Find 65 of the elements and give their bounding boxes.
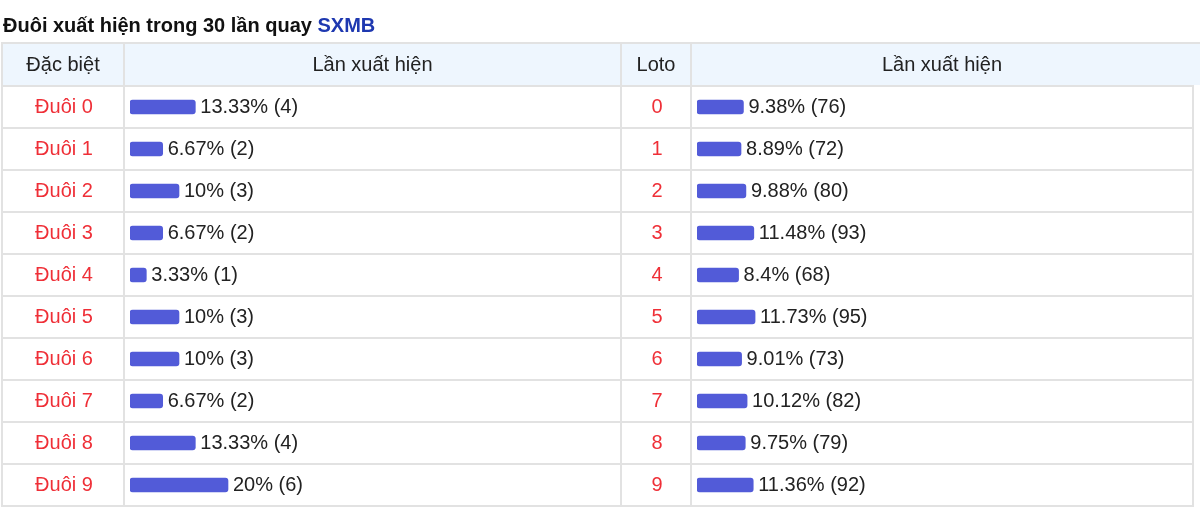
bar [130,393,164,409]
bar [130,309,180,325]
bar [697,99,744,115]
y-tick-label: 0 [651,94,663,117]
y-tick-label: Đuôi 6 [35,346,93,369]
bar [697,393,748,409]
bar [130,225,164,241]
data-label: 9.01% (73) [746,346,845,369]
x-axis-title: Lần xuất hiện [881,53,1003,76]
data-label: 6.67% (2) [167,388,255,411]
y-tick-label: Đuôi 7 [35,388,93,411]
y-axis-title: Đặc biệt [26,53,100,76]
y-tick-label: 8 [651,430,663,453]
y-tick-label: 2 [651,178,663,201]
bar [697,309,756,325]
y-tick-label: Đuôi 4 [35,262,93,285]
bar [130,351,180,367]
bar [130,141,164,157]
data-label: 11.36% (92) [758,472,866,495]
bar [130,435,196,451]
y-tick-label: 5 [651,304,663,327]
data-label: 20% (6) [233,472,304,495]
bar [697,225,755,241]
y-axis-title: Loto [636,53,676,76]
data-label: 13.33% (4) [200,430,299,453]
y-tick-label: Đuôi 5 [35,304,93,327]
y-tick-label: Đuôi 3 [35,220,93,243]
data-label: 8.89% (72) [746,136,844,159]
y-tick-label: Đuôi 0 [35,94,93,117]
chart-title: Đuôi xuất hiện trong 30 lần quay SXMB [3,14,376,36]
bar [130,267,147,283]
y-tick-label: Đuôi 1 [35,136,93,159]
data-label: 10.12% (82) [752,388,862,411]
x-axis-title: Lần xuất hiện [312,53,433,76]
y-tick-label: Đuôi 9 [35,472,93,495]
bar [130,183,180,199]
y-tick-label: 9 [651,472,663,495]
data-label: 3.33% (1) [151,262,239,285]
data-label: 9.88% (80) [750,178,849,201]
y-tick-label: 7 [651,388,663,411]
data-label: 11.73% (95) [760,304,868,327]
data-label: 8.4% (68) [743,262,831,285]
data-label: 9.75% (79) [750,430,849,453]
y-tick-label: 4 [651,262,663,285]
data-label: 6.67% (2) [167,220,255,243]
bar [697,141,742,157]
bar [697,351,742,367]
y-tick-label: 6 [651,346,663,369]
data-label: 6.67% (2) [167,136,255,159]
bar [697,435,746,451]
bar [697,183,747,199]
data-label: 13.33% (4) [200,94,299,117]
bar [130,477,229,493]
y-tick-label: Đuôi 2 [35,178,93,201]
bar [697,267,739,283]
y-tick-label: 3 [651,220,663,243]
data-label: 9.38% (76) [748,94,847,117]
y-tick-label: Đuôi 8 [35,430,93,453]
bar [697,477,754,493]
data-label: 10% (3) [184,304,255,327]
data-label: 11.48% (93) [758,220,867,243]
data-label: 10% (3) [184,346,255,369]
data-label: 10% (3) [184,178,255,201]
bar [130,99,196,115]
y-tick-label: 1 [651,136,663,159]
